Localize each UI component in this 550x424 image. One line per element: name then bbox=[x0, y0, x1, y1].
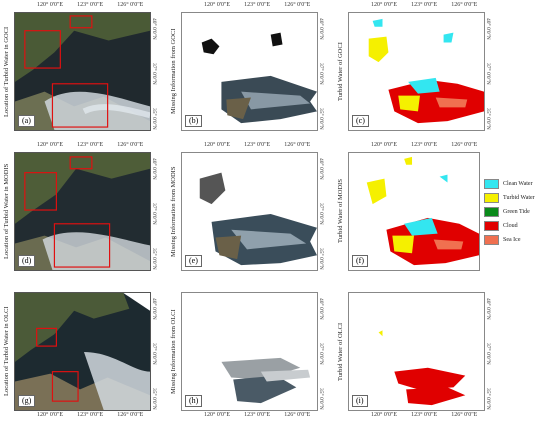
panel-b: (b) bbox=[181, 12, 318, 131]
panel-e: (e) bbox=[181, 152, 318, 271]
panel-a: (a) bbox=[14, 12, 151, 131]
label-e: Missing Information from MODIS bbox=[170, 166, 177, 257]
ticks-c: 120° 0'0"E 123° 0'0"E 126° 0'0"E bbox=[371, 2, 478, 8]
panel-label-d: (d) bbox=[18, 255, 36, 267]
panel-i: (i) bbox=[348, 292, 485, 411]
panel-d: (d) bbox=[14, 152, 151, 271]
label-c: Turbid Water of GOCI bbox=[337, 42, 344, 101]
legend-item-turbid-water: Turbid Water bbox=[484, 191, 548, 205]
ticks-b: 120° 0'0"E 123° 0'0"E 126° 0'0"E bbox=[204, 2, 311, 8]
panel-label-b: (b) bbox=[185, 115, 203, 127]
legend-swatch bbox=[484, 235, 499, 245]
label-i: Turbid Water of OLCI bbox=[337, 322, 344, 381]
ticks-h: 120° 0'0"E 123° 0'0"E 126° 0'0"E bbox=[204, 412, 311, 418]
panel-label-e: (e) bbox=[185, 255, 202, 267]
panel-label-h: (h) bbox=[185, 395, 203, 407]
lat-ticks-a: 40° 0'0"N 37° 0'0"N 35° 0'0"N bbox=[151, 18, 157, 130]
legend-swatch bbox=[484, 207, 499, 217]
panel-label-i: (i) bbox=[352, 395, 368, 407]
lat-ticks-h: 40° 0'0"N 37° 0'0"N 35° 0'0"N bbox=[318, 298, 324, 410]
panel-label-g: (g) bbox=[18, 395, 36, 407]
ticks-d: 120° 0'0"E 123° 0'0"E 126° 0'0"E bbox=[37, 142, 144, 148]
label-h: Missing Information from OLCI bbox=[170, 309, 177, 394]
label-d: Location of Turbid Water in MODIS bbox=[3, 163, 10, 260]
label-f: Turbid Water of MODIS bbox=[337, 179, 344, 244]
legend-swatch bbox=[484, 179, 499, 189]
legend-item-sea-ice: Sea Ice bbox=[484, 233, 548, 247]
lat-ticks-c: 40° 0'0"N 37° 0'0"N 35° 0'0"N bbox=[485, 18, 491, 130]
ticks-a: 120° 0'0"E 123° 0'0"E 126° 0'0"E bbox=[37, 2, 144, 8]
lat-ticks-d: 40° 0'0"N 37° 0'0"N 35° 0'0"N bbox=[151, 158, 157, 270]
ticks-f: 120° 0'0"E 123° 0'0"E 126° 0'0"E bbox=[371, 142, 478, 148]
legend: Clean Water Turbid Water Green Tide Clou… bbox=[484, 177, 548, 247]
label-b: Missing Information from GOCI bbox=[170, 28, 177, 115]
panel-c: (c) bbox=[348, 12, 485, 131]
lat-ticks-b: 40° 0'0"N 37° 0'0"N 35° 0'0"N bbox=[318, 18, 324, 130]
panel-label-f: (f) bbox=[352, 255, 368, 267]
lat-ticks-e: 40° 0'0"N 37° 0'0"N 35° 0'0"N bbox=[318, 158, 324, 270]
ticks-i: 120° 0'0"E 123° 0'0"E 126° 0'0"E bbox=[371, 412, 478, 418]
lat-ticks-i: 40° 0'0"N 37° 0'0"N 35° 0'0"N bbox=[485, 298, 491, 410]
legend-item-clean-water: Clean Water bbox=[484, 177, 548, 191]
panel-f: (f) bbox=[348, 152, 480, 271]
panel-h: (h) bbox=[181, 292, 318, 411]
panel-g: (g) bbox=[14, 292, 151, 411]
lat-ticks-g: 40° 0'0"N 37° 0'0"N 35° 0'0"N bbox=[151, 298, 157, 410]
panel-label-c: (c) bbox=[352, 115, 369, 127]
ticks-e: 120° 0'0"E 123° 0'0"E 126° 0'0"E bbox=[204, 142, 311, 148]
legend-item-cloud: Cloud bbox=[484, 219, 548, 233]
ticks-g: 120° 0'0"E 123° 0'0"E 126° 0'0"E bbox=[37, 412, 144, 418]
label-g: Location of Turbid Water in OLCI bbox=[3, 306, 10, 397]
label-a: Location of Turbid Water in GOCI bbox=[3, 26, 10, 117]
legend-swatch bbox=[484, 221, 499, 231]
legend-swatch bbox=[484, 193, 499, 203]
legend-item-green-tide: Green Tide bbox=[484, 205, 548, 219]
panel-label-a: (a) bbox=[18, 115, 35, 127]
